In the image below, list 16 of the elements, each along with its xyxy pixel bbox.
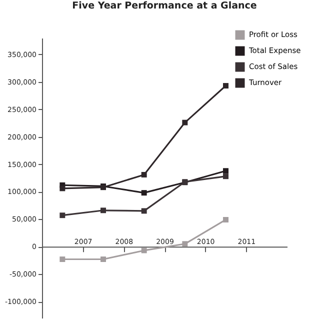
- point: [182, 241, 188, 247]
- point: [100, 256, 106, 262]
- point: [141, 248, 147, 254]
- point: [223, 168, 228, 174]
- point: [223, 216, 228, 222]
- point: [60, 212, 66, 218]
- chart-title: Five Year Performance at a Glance: [72, 0, 257, 12]
- point: [141, 190, 147, 196]
- point: [60, 256, 66, 262]
- point: [141, 172, 147, 178]
- point: [100, 208, 106, 214]
- point: [182, 120, 188, 126]
- point: [223, 83, 228, 89]
- point: [60, 186, 66, 192]
- point: [141, 208, 147, 214]
- point: [223, 174, 228, 180]
